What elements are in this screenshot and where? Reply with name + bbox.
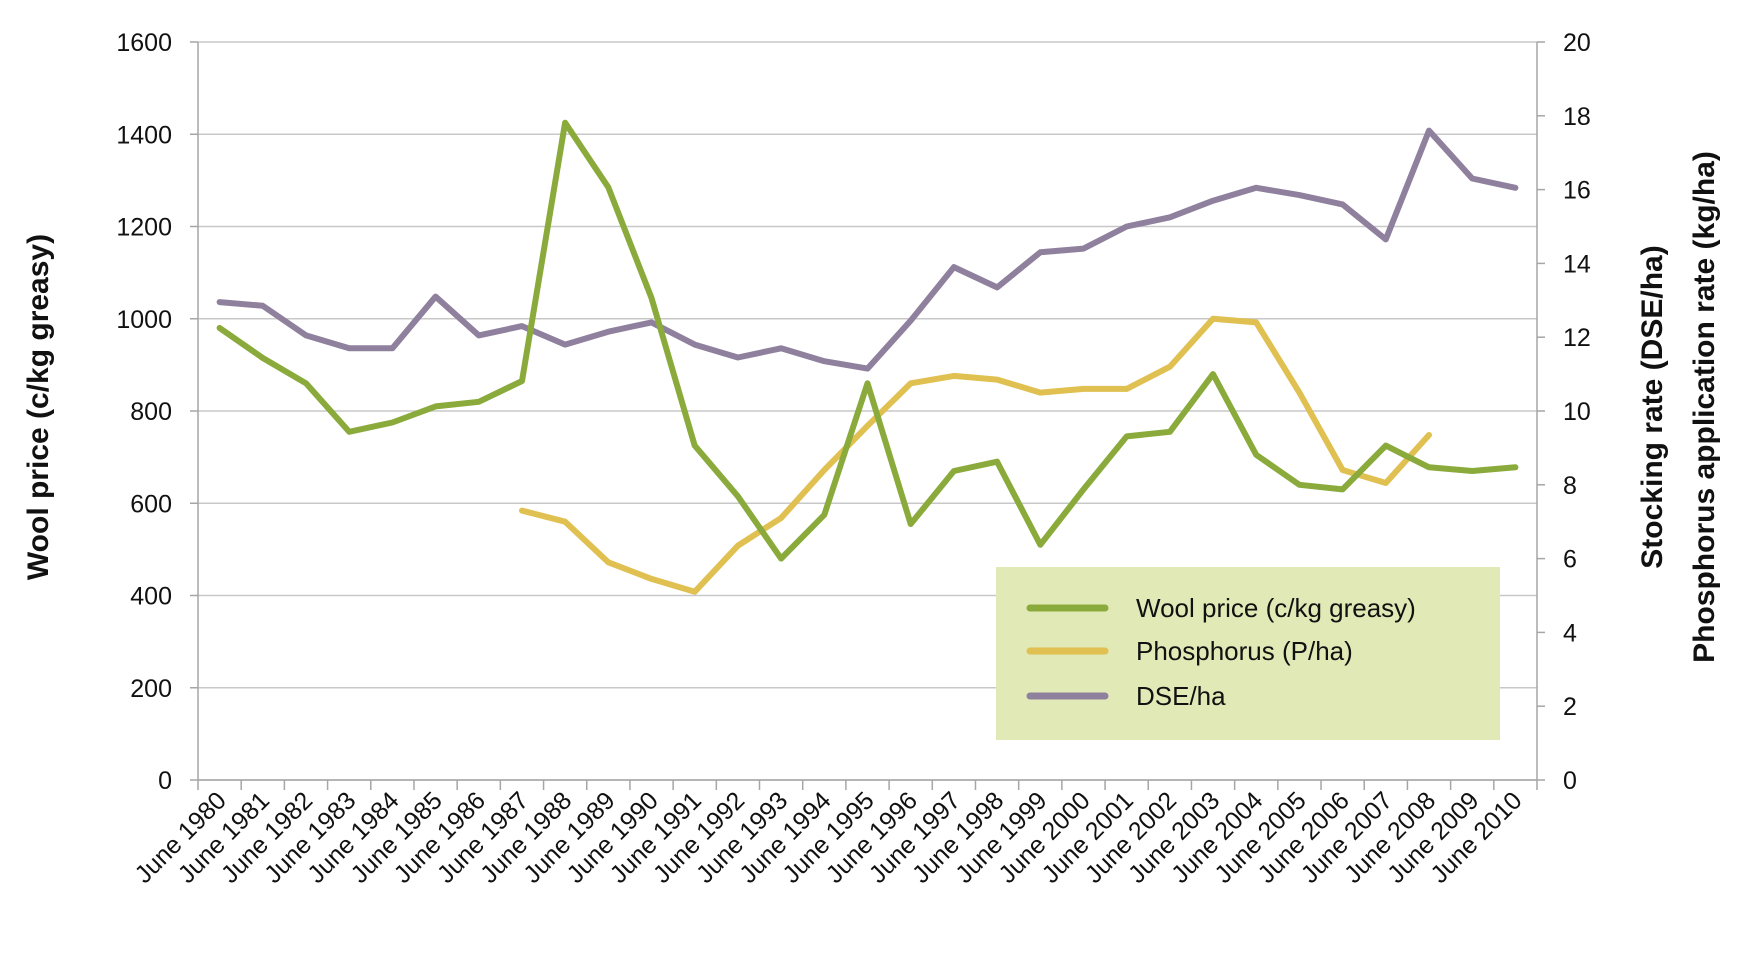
- left-tick-label: 1400: [116, 121, 172, 149]
- left-tick-label: 200: [130, 675, 172, 703]
- legend-label-wool: Wool price (c/kg greasy): [1136, 593, 1416, 623]
- series-lines: [216, 119, 1519, 595]
- left-tick-label: 1000: [116, 306, 172, 334]
- left-tick-label: 1600: [116, 29, 172, 57]
- right-tick-label: 14: [1563, 250, 1591, 278]
- right-tick-label: 0: [1563, 767, 1577, 795]
- series-line-phosphorus-p-ha: [519, 315, 1432, 595]
- left-tick-label: 1200: [116, 214, 172, 242]
- right-axis-title-stocking: Stocking rate (DSE/ha): [1636, 245, 1669, 568]
- left-axis-title: Wool price (c/kg greasy): [22, 234, 55, 580]
- right-tick-label: 18: [1563, 103, 1591, 131]
- right-tick-label: 6: [1563, 546, 1577, 574]
- left-tick-label: 400: [130, 583, 172, 611]
- right-axis-ticks: 0 2 4 6 8 10 12 14 16 18 20: [1537, 29, 1591, 795]
- right-tick-label: 8: [1563, 472, 1577, 500]
- legend-label-dse: DSE/ha: [1136, 681, 1226, 711]
- right-axis-title-phosphorus: Phosphorus application rate (kg/ha): [1688, 151, 1721, 663]
- right-tick-label: 10: [1563, 398, 1591, 426]
- left-tick-label: 600: [130, 490, 172, 518]
- legend-label-phosphorus: Phosphorus (P/ha): [1136, 636, 1353, 666]
- right-tick-label: 12: [1563, 324, 1591, 352]
- left-axis-ticks: 0 200 400 600 800 1000 1200 1400 1600: [116, 29, 198, 795]
- right-tick-label: 16: [1563, 177, 1591, 205]
- right-tick-label: 4: [1563, 619, 1577, 647]
- right-tick-label: 2: [1563, 693, 1577, 721]
- left-tick-label: 800: [130, 398, 172, 426]
- left-tick-label: 0: [158, 767, 172, 795]
- right-tick-label: 20: [1563, 29, 1591, 57]
- legend: Wool price (c/kg greasy) Phosphorus (P/h…: [996, 567, 1500, 740]
- series-line-dse-ha: [216, 127, 1519, 372]
- series-line-wool-price-c-kg-greasy: [216, 119, 1519, 562]
